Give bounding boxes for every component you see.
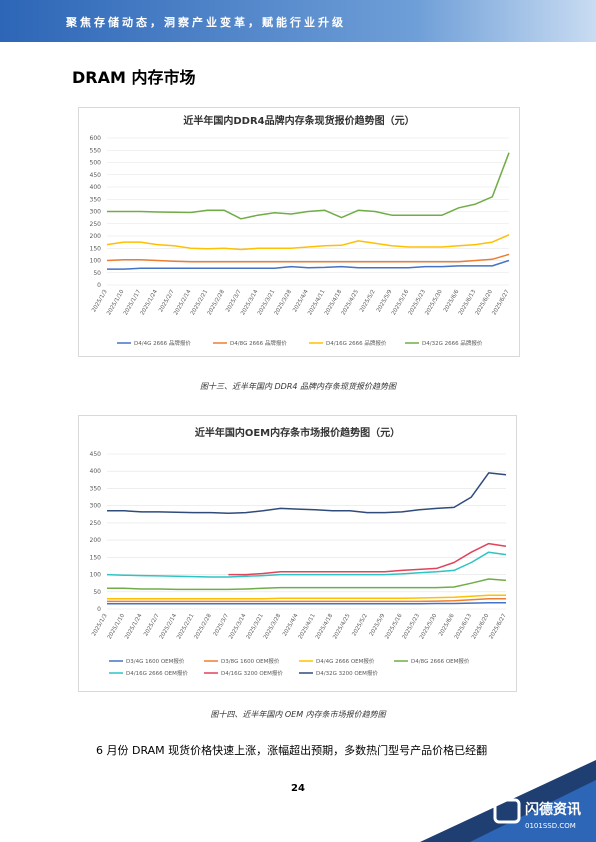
x-tick-label: 2025/4/11 <box>298 613 317 640</box>
x-tick-label: 2025/2/28 <box>207 289 227 317</box>
x-tick-label: 2025/1/24 <box>140 289 160 317</box>
x-tick-label: 2025/4/25 <box>332 613 352 641</box>
x-tick-label: 2025/3/28 <box>274 289 294 317</box>
line <box>106 234 510 251</box>
line <box>107 602 506 605</box>
x-tick-label: 2025/5/30 <box>424 289 444 317</box>
y-tick-label: 250 <box>90 520 102 527</box>
y-tick-label: 0 <box>97 606 101 613</box>
legend-label: D4/16G 2666 品牌报价 <box>326 339 387 347</box>
x-tick-label: 2025/5/9 <box>376 289 394 314</box>
y-tick-label: 600 <box>90 135 102 142</box>
header-banner: 聚焦存储动态，洞察产业变革，赋能行业升级 <box>0 0 596 42</box>
legend-label: D4/16G 3200 OEM报价 <box>221 669 283 677</box>
y-tick-label: 500 <box>90 160 102 167</box>
y-tick-label: 100 <box>90 572 102 579</box>
legend-label: D4/16G 2666 OEM报价 <box>126 669 188 677</box>
legend-label: D4/4G 2666 OEM报价 <box>316 657 375 665</box>
line <box>107 597 506 603</box>
x-tick-label: 2025/4/4 <box>282 613 300 638</box>
line <box>107 578 507 591</box>
line <box>107 472 507 514</box>
y-tick-label: 400 <box>90 468 102 475</box>
footer-shape <box>470 780 596 842</box>
line <box>106 253 510 263</box>
body-text: 6 月份 DRAM 现货价格快速上涨，涨幅超出预期，多数热门型号产品价格已经翻 <box>96 744 488 757</box>
footer-logo <box>493 798 521 824</box>
x-tick-label: 2025/6/13 <box>454 613 474 641</box>
y-tick-label: 350 <box>90 485 102 492</box>
page-number: 24 <box>291 783 305 794</box>
y-tick-label: 400 <box>90 184 102 191</box>
chart-title: 近半年国内DDR4品牌内存条现货报价趋势图（元） <box>183 114 414 127</box>
x-tick-label: 2025/2/7 <box>143 613 161 638</box>
x-tick-label: 2025/2/7 <box>158 289 176 314</box>
line <box>228 542 507 576</box>
footer: 闪德资讯 0101SSD.COM <box>420 760 596 842</box>
legend-label: D4/8G 2666 OEM报价 <box>411 657 470 665</box>
legend-label: D4/32G 3200 OEM报价 <box>316 669 378 677</box>
footer-site: 0101SSD.COM <box>525 822 576 830</box>
x-tick-label: 2025/3/7 <box>213 613 231 638</box>
chart: 近半年国内DDR4品牌内存条现货报价趋势图（元） 0 50 100 150 200 250 3… <box>78 107 520 357</box>
footer-brand: 闪德资讯 <box>525 801 581 818</box>
x-tick-label: 2025/5/2 <box>359 289 377 313</box>
x-tick-label: 2025/2/14 <box>159 613 179 641</box>
x-tick-label: 2025/6/6 <box>443 289 461 314</box>
x-tick-label: 2025/6/6 <box>438 613 456 638</box>
x-tick-label: 2025/3/14 <box>228 613 248 641</box>
x-tick-label: 2025/5/23 <box>402 613 422 641</box>
y-tick-label: 150 <box>90 245 102 252</box>
y-tick-label: 0 <box>97 282 101 289</box>
caption: 图十四、近半年国内 OEM 内存条市场报价趋势图 <box>210 710 386 719</box>
legend-label: D3/8G 1600 OEM报价 <box>221 657 280 665</box>
chart-title: 近半年国内OEM内存条市场报价趋势图（元） <box>195 426 400 439</box>
y-tick-label: 300 <box>90 503 102 510</box>
x-tick-label: 2025/2/28 <box>194 613 214 641</box>
x-tick-label: 2025/1/3 <box>91 613 109 638</box>
slogan: 聚焦存储动态，洞察产业变革，赋能行业升级 <box>66 16 346 29</box>
x-tick-label: 2025/6/20 <box>471 613 491 641</box>
line <box>106 551 507 578</box>
x-tick-label: 2025/5/16 <box>384 613 404 641</box>
x-tick-label: 2025/3/7 <box>225 289 243 314</box>
line <box>107 259 510 270</box>
y-tick-label: 450 <box>90 172 102 179</box>
chart: 近半年国内OEM内存条市场报价趋势图（元） 0 50 100 150 200 250 300 3… <box>78 415 517 692</box>
x-tick-label: 2025/5/30 <box>419 613 439 641</box>
y-tick-label: 550 <box>90 147 102 154</box>
y-tick-label: 350 <box>90 196 102 203</box>
x-tick-label: 2025/2/21 <box>176 613 195 640</box>
x-tick-label: 2025/5/9 <box>369 613 387 638</box>
x-tick-label: 2025/3/21 <box>246 613 265 640</box>
y-tick-label: 100 <box>90 258 102 265</box>
y-tick-label: 250 <box>90 221 102 228</box>
x-tick-label: 2025/5/2 <box>351 613 369 637</box>
caption: 图十三、近半年国内 DDR4 品牌内存条现货报价趋势图 <box>199 382 397 391</box>
x-tick-label: 2025/3/28 <box>263 613 283 641</box>
y-tick-label: 50 <box>93 589 101 596</box>
y-tick-label: 150 <box>90 554 102 561</box>
y-tick-label: 200 <box>90 233 102 240</box>
x-tick-label: 2025/4/25 <box>341 289 361 317</box>
line <box>107 152 510 220</box>
x-tick-label: 2025/1/10 <box>107 613 127 641</box>
y-tick-label: 300 <box>90 209 102 216</box>
x-tick-label: 2025/6/27 <box>491 289 511 317</box>
x-tick-label: 2025/1/3 <box>91 289 109 314</box>
line <box>107 594 506 600</box>
legend-label: D4/32G 2666 品牌报价 <box>422 339 483 347</box>
legend-label: D4/4G 2666 品牌报价 <box>134 339 191 347</box>
x-tick-label: 2025/1/24 <box>124 613 144 641</box>
y-tick-label: 200 <box>90 537 102 544</box>
x-tick-label: 2025/4/18 <box>315 613 335 641</box>
x-tick-label: 2025/6/27 <box>488 613 508 641</box>
section-title: DRAM 内存市场 <box>72 68 196 87</box>
legend-label: D4/8G 2666 品牌报价 <box>230 339 287 347</box>
legend-label: D3/4G 1600 OEM报价 <box>126 657 185 665</box>
y-tick-label: 50 <box>93 270 101 277</box>
y-tick-label: 450 <box>90 451 102 458</box>
x-tick-label: 2025/4/4 <box>292 289 310 314</box>
